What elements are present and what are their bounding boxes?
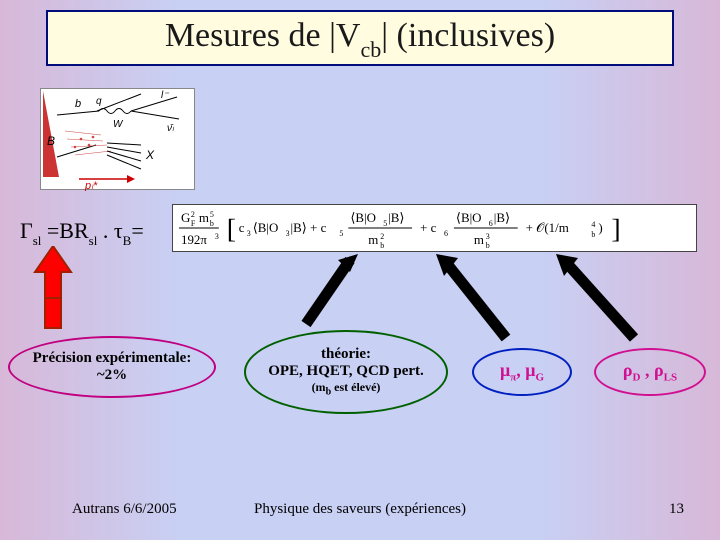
svg-text:6: 6 — [444, 229, 448, 238]
equation-lhs: Γsl =BRsl . τB= — [20, 218, 144, 247]
svg-text:+ 𝒪(1/m: + 𝒪(1/m — [526, 220, 569, 235]
svg-text:5: 5 — [339, 229, 343, 238]
up-arrow-icon — [33, 246, 73, 332]
br-sub: sl — [89, 233, 98, 248]
title-sub: cb — [360, 37, 381, 62]
svg-text:192π: 192π — [181, 232, 207, 247]
svg-text:m: m — [199, 210, 209, 225]
svg-text:4: 4 — [591, 220, 595, 229]
svg-text:|B⟩: |B⟩ — [388, 210, 404, 225]
precision-value: ~2% — [97, 367, 127, 384]
svg-text:5: 5 — [383, 219, 387, 228]
svg-text:2: 2 — [380, 232, 384, 241]
svg-text:): ) — [598, 220, 602, 235]
svg-text:X: X — [145, 148, 155, 162]
bubble-rho: ρD , ρLS — [594, 348, 706, 396]
svg-text:l⁻: l⁻ — [161, 90, 169, 101]
svg-text:+ c: + c — [420, 220, 437, 235]
svg-text:m: m — [474, 232, 484, 247]
formula-image: G 2 F m 5 b 192π 3 [ c3 ⟨B|O3 |B⟩ + c5 ⟨… — [172, 204, 697, 252]
bubble-theory: théorie: OPE, HQET, QCD pert. (mb est él… — [244, 330, 448, 414]
formula-svg: G 2 F m 5 b 192π 3 [ c3 ⟨B|O3 |B⟩ + c5 ⟨… — [173, 204, 696, 252]
svg-text:⟨B|O: ⟨B|O — [350, 210, 376, 225]
svg-text:G: G — [181, 210, 190, 225]
svg-text:c: c — [239, 220, 245, 235]
title-pre: Mesures de |V — [165, 17, 361, 54]
page-number: 13 — [669, 501, 684, 518]
svg-text:b: b — [380, 241, 384, 250]
svg-text:b: b — [591, 230, 595, 239]
theory-label: théorie: — [321, 346, 371, 363]
svg-text:b: b — [486, 241, 490, 250]
svg-text:B: B — [47, 134, 55, 148]
svg-text:3: 3 — [286, 229, 290, 238]
feynman-diagram: B b q W l⁻ ν̄ₗ X pₗ* — [40, 88, 195, 190]
arrow-to-mu-icon — [434, 254, 520, 350]
bubble-mu: μπ, μG — [472, 348, 572, 396]
svg-text:3: 3 — [247, 229, 251, 238]
svg-text:b: b — [75, 98, 81, 110]
svg-text:b: b — [210, 219, 214, 228]
svg-text:|B⟩: |B⟩ — [494, 210, 510, 225]
svg-text:⟨B|O: ⟨B|O — [253, 220, 279, 235]
svg-text:3: 3 — [215, 232, 219, 241]
svg-text:2: 2 — [191, 210, 195, 219]
page-title: Mesures de |Vcb| (inclusives) — [165, 17, 555, 60]
svg-text:⟨B|O: ⟨B|O — [456, 210, 482, 225]
eq-br: =BR — [41, 218, 88, 243]
precision-label: Précision expérimentale: — [33, 350, 192, 367]
theory-methods: OPE, HQET, QCD pert. — [268, 363, 424, 380]
theory-note: (mb est élevé) — [312, 380, 381, 397]
bubble-precision: Précision expérimentale: ~2% — [8, 336, 216, 398]
arrow-to-rho-icon — [554, 254, 648, 350]
title-post: | (inclusives) — [381, 17, 555, 54]
svg-text:W: W — [113, 119, 124, 130]
svg-text:ν̄ₗ: ν̄ₗ — [167, 123, 175, 134]
svg-text:pₗ*: pₗ* — [84, 180, 98, 191]
footer-title: Physique des saveurs (expériences) — [0, 501, 720, 518]
svg-text:q: q — [96, 96, 102, 107]
svg-text:3: 3 — [486, 232, 490, 241]
tau-sub: B — [123, 233, 132, 248]
svg-text:|B⟩ + c: |B⟩ + c — [291, 220, 327, 235]
svg-text:5: 5 — [210, 210, 214, 219]
feynman-svg: B b q W l⁻ ν̄ₗ X pₗ* — [41, 89, 196, 191]
svg-text:[: [ — [227, 214, 236, 245]
svg-text:]: ] — [611, 214, 620, 245]
svg-text:m: m — [368, 232, 378, 247]
svg-text:6: 6 — [489, 219, 493, 228]
arrow-to-theory-icon — [292, 254, 360, 336]
svg-text:F: F — [191, 219, 196, 228]
gamma: Γ — [20, 218, 33, 243]
eq-final: = — [131, 218, 143, 243]
slide: Mesures de |Vcb| (inclusives) B b q W l⁻… — [0, 0, 720, 540]
title-box: Mesures de |Vcb| (inclusives) — [46, 10, 674, 66]
eq-tau: . τ — [97, 218, 122, 243]
